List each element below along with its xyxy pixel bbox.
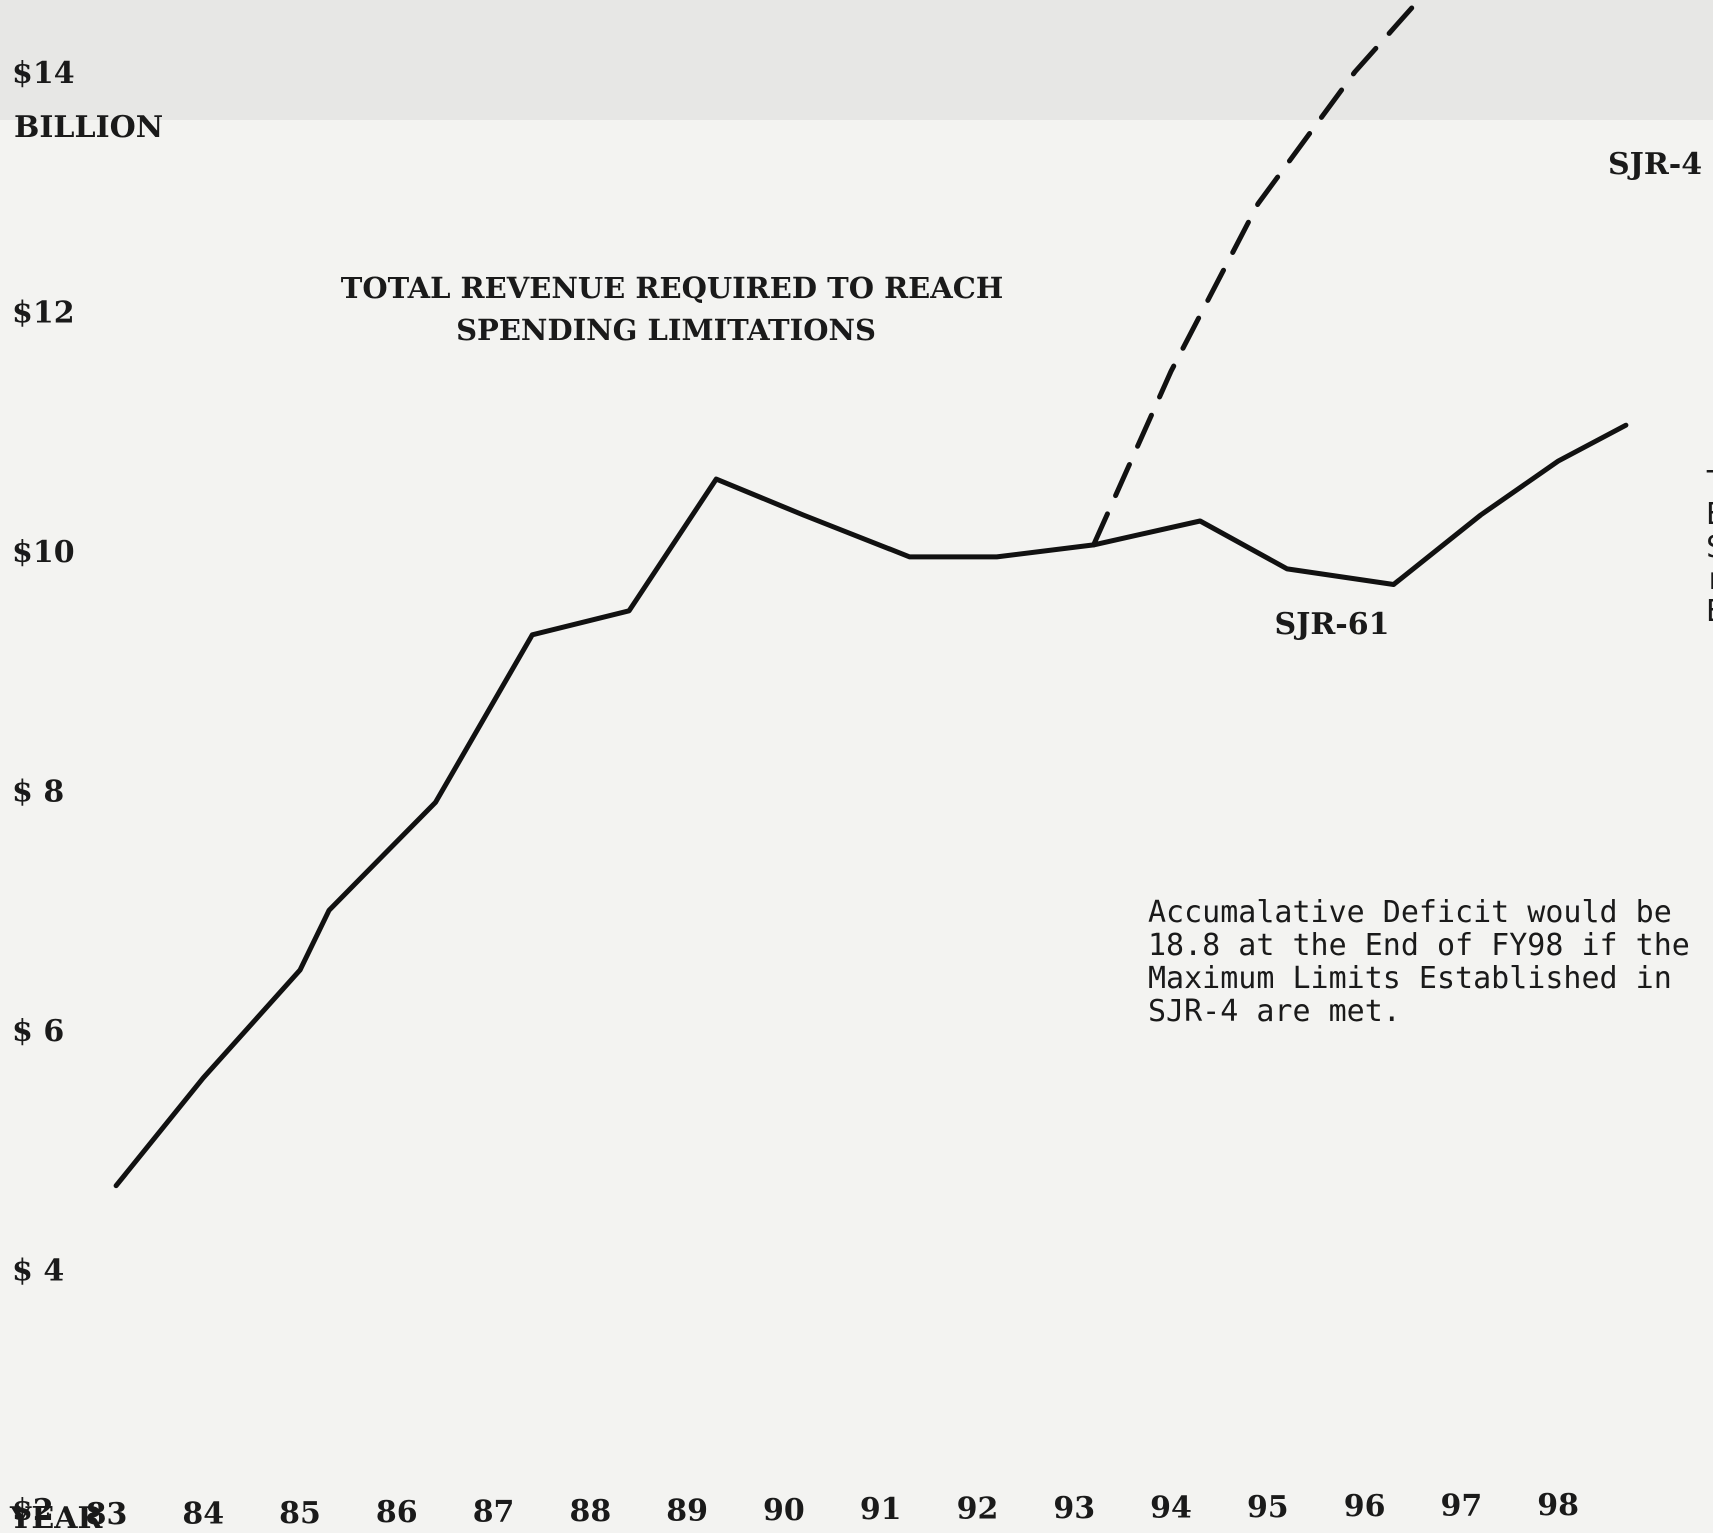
fragment-1: T bbox=[1706, 465, 1713, 500]
cut-off-text-fragments: T E S r E bbox=[1706, 465, 1713, 629]
x-tick-label: 94 bbox=[1150, 1490, 1192, 1525]
chart-title-line-1: TOTAL REVENUE REQUIRED TO REACH bbox=[341, 271, 1004, 305]
fragment-5: E bbox=[1706, 594, 1713, 629]
x-tick-label: 96 bbox=[1344, 1489, 1386, 1524]
series-line-sjr-61 bbox=[113, 422, 1629, 1189]
deficit-note-line-3: Maximum Limits Established in bbox=[1148, 961, 1672, 996]
x-tick-label: 87 bbox=[473, 1495, 515, 1530]
y-axis-tick-labels: $2 $ 4 $ 6 $ 8 $10 $12 $14 bbox=[12, 56, 75, 1528]
x-tick-label: 95 bbox=[1247, 1490, 1289, 1525]
series-line-sjr-4 bbox=[1091, 0, 1423, 548]
y-tick-label: $14 bbox=[12, 56, 75, 91]
x-tick-label: 86 bbox=[376, 1495, 418, 1530]
x-tick-label: 98 bbox=[1537, 1488, 1579, 1523]
y-tick-label: $10 bbox=[12, 535, 75, 570]
y-tick-label: $ 8 bbox=[12, 774, 64, 809]
x-tick-label: 97 bbox=[1440, 1489, 1482, 1524]
deficit-note-line-1: Accumalative Deficit would be bbox=[1148, 895, 1672, 930]
x-tick-label: 83 bbox=[86, 1497, 128, 1532]
fragment-2: E bbox=[1706, 497, 1713, 532]
x-axis-label: YEAR bbox=[9, 1501, 104, 1533]
x-tick-label: 85 bbox=[279, 1496, 321, 1531]
x-tick-label: 88 bbox=[569, 1494, 611, 1529]
y-tick-label: $ 4 bbox=[12, 1254, 64, 1289]
x-axis-tick-labels: 83 84 85 86 87 88 89 90 91 92 93 94 95 96 97 98 bbox=[86, 1488, 1579, 1532]
x-tick-label: 90 bbox=[763, 1493, 805, 1528]
deficit-note: Accumalative Deficit would be 18.8 at th… bbox=[1148, 895, 1690, 1029]
x-tick-label: 93 bbox=[1053, 1491, 1095, 1526]
series-layer bbox=[113, 0, 1629, 1189]
fragment-4: r bbox=[1706, 562, 1713, 597]
fragment-3: S bbox=[1706, 530, 1713, 565]
x-tick-label: 89 bbox=[666, 1493, 708, 1528]
x-tick-label: 92 bbox=[957, 1492, 999, 1527]
y-tick-label: $12 bbox=[12, 295, 75, 330]
chart-title-line-2: SPENDING LIMITATIONS bbox=[456, 313, 876, 347]
deficit-note-line-2: 18.8 at the End of FY98 if the bbox=[1148, 928, 1690, 963]
y-tick-label: $ 6 bbox=[12, 1014, 64, 1049]
scan-shadow-band bbox=[0, 0, 1713, 120]
x-tick-label: 84 bbox=[182, 1496, 224, 1531]
series-label-sjr4: SJR-4 bbox=[1608, 147, 1702, 182]
deficit-note-line-4: SJR-4 are met. bbox=[1148, 994, 1401, 1029]
series-label-sjr61: SJR-61 bbox=[1275, 607, 1390, 642]
x-tick-label: 91 bbox=[860, 1492, 902, 1527]
y-unit-label: BILLION bbox=[14, 110, 163, 145]
y-tick-label: $2 bbox=[12, 1493, 54, 1528]
